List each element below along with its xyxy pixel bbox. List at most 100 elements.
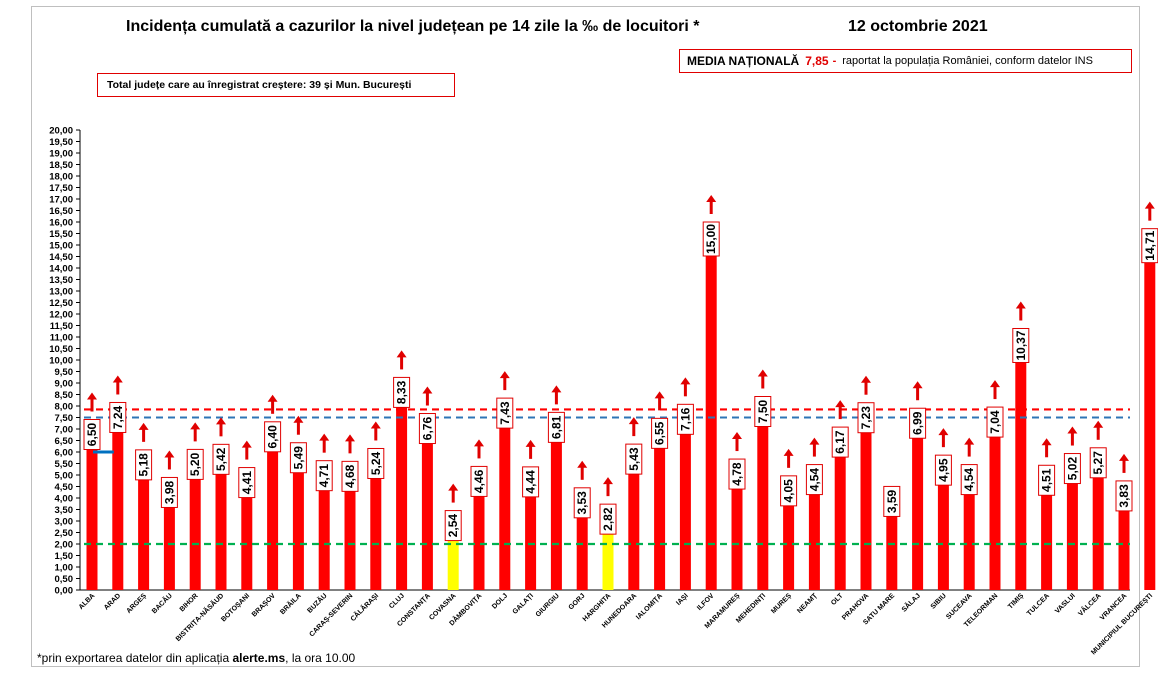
bar-vrancea bbox=[1118, 501, 1130, 590]
value-label-box bbox=[341, 460, 359, 492]
value-label: 6,99 bbox=[911, 411, 925, 435]
value-label: 6,40 bbox=[266, 425, 280, 449]
value-label-box bbox=[547, 411, 565, 443]
y-tick-label: 5,50 bbox=[55, 459, 74, 470]
y-tick-label: 18,00 bbox=[49, 172, 73, 183]
x-tick-label: SĂLAJ bbox=[899, 591, 922, 614]
bar-brașov bbox=[267, 442, 279, 590]
x-tick-label: ILFOV bbox=[696, 592, 716, 612]
value-label-box bbox=[496, 397, 514, 429]
increase-arrow-icon bbox=[603, 477, 613, 485]
bar-argeș bbox=[138, 470, 150, 590]
increase-arrow-icon bbox=[241, 440, 252, 448]
value-label-box bbox=[367, 447, 385, 479]
value-label: 4,41 bbox=[240, 471, 254, 495]
bar-tulcea bbox=[1041, 486, 1053, 590]
value-label: 3,98 bbox=[162, 480, 176, 504]
value-label: 7,16 bbox=[678, 407, 692, 431]
x-tick-label: BACĂU bbox=[150, 591, 174, 615]
value-label-box bbox=[135, 449, 153, 481]
y-tick-label: 16,00 bbox=[49, 218, 73, 229]
value-label-box bbox=[960, 464, 978, 496]
report-date: 12 octombrie 2021 bbox=[848, 18, 988, 35]
bar-arad bbox=[112, 423, 124, 590]
value-label: 6,17 bbox=[833, 430, 847, 454]
increase-arrow-icon bbox=[87, 392, 97, 400]
increase-arrow-icon bbox=[396, 350, 407, 358]
y-tick-label: 2,50 bbox=[55, 528, 74, 539]
increase-arrow-icon bbox=[267, 394, 278, 402]
value-label-box bbox=[1038, 464, 1056, 496]
increase-arrow-icon bbox=[706, 195, 717, 202]
y-tick-label: 7,00 bbox=[55, 425, 74, 436]
value-label: 4,44 bbox=[524, 470, 538, 494]
increase-arrow-icon bbox=[783, 448, 794, 456]
value-label: 7,50 bbox=[756, 399, 770, 423]
national-average-box: MEDIA NAȚIONALĂ 7,85 - raportat la popul… bbox=[679, 49, 1132, 73]
value-label: 4,78 bbox=[730, 462, 744, 486]
y-tick-label: 3,00 bbox=[55, 517, 74, 528]
value-label: 3,59 bbox=[885, 489, 899, 513]
national-average-dash: - bbox=[832, 55, 837, 67]
value-label-box bbox=[986, 406, 1004, 438]
value-label-box bbox=[1115, 480, 1133, 512]
value-label-box bbox=[212, 443, 230, 475]
increase-arrow-icon bbox=[1041, 438, 1052, 446]
bar-cluj bbox=[396, 398, 408, 590]
value-label-box bbox=[1063, 453, 1081, 485]
increase-arrow-icon bbox=[964, 437, 975, 445]
increase-arrow-icon bbox=[938, 428, 949, 436]
increase-arrow-icon bbox=[680, 377, 691, 385]
value-label-box bbox=[393, 376, 411, 408]
y-tick-label: 8,00 bbox=[55, 402, 74, 413]
value-label: 5,20 bbox=[188, 452, 202, 476]
value-label: 5,42 bbox=[214, 447, 228, 471]
value-label-box bbox=[883, 485, 901, 517]
increase-arrow-icon bbox=[654, 391, 665, 399]
chart-frame bbox=[31, 6, 1140, 667]
bar-alba bbox=[86, 440, 98, 590]
bar-suceava bbox=[963, 485, 975, 590]
bar-dolj bbox=[499, 419, 511, 590]
increase-arrow-icon bbox=[757, 369, 768, 377]
y-tick-label: 11,00 bbox=[50, 333, 73, 344]
y-tick-label: 18,50 bbox=[49, 160, 73, 171]
value-label: 4,05 bbox=[782, 479, 796, 503]
bar-timiș bbox=[1015, 351, 1027, 590]
footnote-prefix: *prin exportarea datelor din aplicația bbox=[37, 651, 233, 665]
x-tick-label: GIURGIU bbox=[535, 592, 561, 618]
value-label-box bbox=[857, 402, 875, 434]
bar-vâlcea bbox=[1092, 468, 1104, 590]
value-label: 4,54 bbox=[807, 468, 821, 492]
increase-arrow-icon bbox=[1119, 453, 1129, 461]
national-average-value: 7,85 bbox=[805, 54, 829, 68]
y-tick-label: 6,50 bbox=[55, 436, 74, 447]
value-label-box bbox=[676, 403, 694, 435]
x-tick-label: CARAȘ-SEVERIN bbox=[308, 592, 354, 638]
value-label: 4,51 bbox=[1040, 468, 1054, 492]
increase-arrow-icon bbox=[1067, 426, 1078, 434]
value-label: 6,50 bbox=[85, 422, 99, 446]
x-tick-label: TIMIȘ bbox=[1007, 592, 1025, 610]
value-label: 5,43 bbox=[627, 447, 641, 471]
value-label: 7,23 bbox=[859, 406, 873, 430]
x-tick-label: ARGEȘ bbox=[125, 592, 148, 615]
value-label: 6,81 bbox=[549, 415, 563, 439]
value-label: 15,00 bbox=[704, 224, 718, 254]
bar-covasna bbox=[447, 531, 459, 590]
value-label-box bbox=[186, 448, 204, 480]
bar-prahova bbox=[860, 423, 872, 590]
bar-constanța bbox=[421, 434, 433, 590]
increase-arrow-icon bbox=[628, 417, 639, 425]
x-tick-label: CLUJ bbox=[388, 592, 406, 610]
bar-sălaj bbox=[912, 429, 924, 590]
increase-arrow-icon bbox=[525, 439, 536, 447]
x-tick-label: ALBA bbox=[78, 592, 97, 611]
footnote-suffix: , la ora 10.00 bbox=[285, 651, 356, 665]
y-tick-label: 4,50 bbox=[55, 482, 74, 493]
value-label-box bbox=[315, 460, 333, 492]
bar-dâmbovița bbox=[473, 487, 485, 590]
value-label: 10,37 bbox=[1014, 330, 1028, 360]
value-label: 3,83 bbox=[1117, 484, 1131, 508]
